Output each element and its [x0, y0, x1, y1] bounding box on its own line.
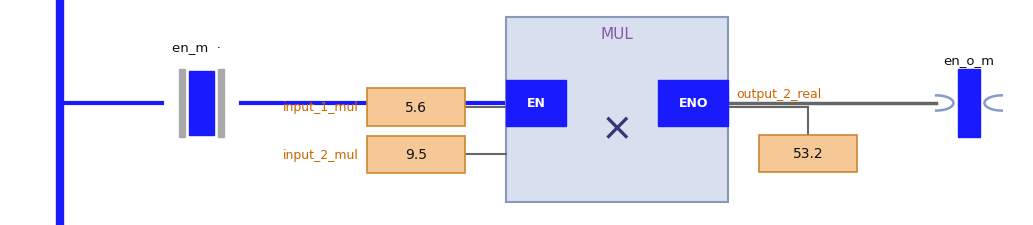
- Text: 53.2: 53.2: [793, 147, 823, 160]
- Text: ENO: ENO: [679, 97, 708, 110]
- Text: en_o_m: en_o_m: [943, 54, 995, 67]
- Text: input_1_mul: input_1_mul: [283, 101, 358, 114]
- Bar: [759, 135, 857, 172]
- Text: 5.6: 5.6: [405, 101, 427, 114]
- Bar: [179, 70, 185, 137]
- Text: MUL: MUL: [601, 27, 633, 42]
- Text: 9.5: 9.5: [405, 148, 427, 162]
- Bar: [658, 81, 728, 126]
- Text: en_m  ·: en_m ·: [171, 41, 221, 54]
- Text: EN: EN: [527, 97, 545, 110]
- Bar: [189, 72, 214, 135]
- Bar: [367, 136, 465, 173]
- Text: input_2_mul: input_2_mul: [283, 148, 358, 161]
- Text: output_2_real: output_2_real: [737, 88, 822, 101]
- Bar: [218, 70, 224, 137]
- Bar: [506, 81, 566, 126]
- Bar: [367, 89, 465, 126]
- Bar: [958, 70, 980, 137]
- Text: ×: ×: [601, 110, 633, 148]
- Bar: [506, 18, 728, 202]
